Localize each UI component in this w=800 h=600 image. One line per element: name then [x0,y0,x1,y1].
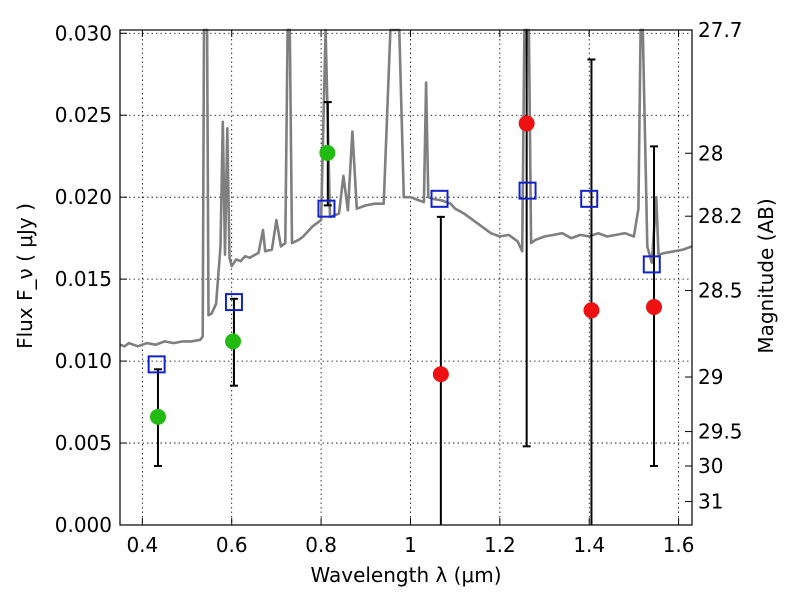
data-point-circle [646,299,663,316]
magnitude-tick-label: 27.7 [698,18,743,42]
model-spectrum-line [119,28,693,348]
model-spectrum-layer [119,28,693,348]
x-axis-ticks: 0.4 0.6 0.8 1 1.2 1.4 1.6 [126,30,695,557]
y-tick-label: 0.000 [55,513,112,537]
data-point-square [430,189,449,208]
magnitude-tick-label: 28 [698,141,723,165]
y-axis-title: Flux F_ν ( μJy ) [13,203,37,349]
grid [120,30,692,526]
data-point-square [224,293,243,312]
data-point-circle [583,302,600,319]
data-point-circle [319,144,336,161]
magnitude-tick-label: 29.5 [698,420,743,444]
data-point-square [580,189,599,208]
magnitude-tick-label: 28.2 [698,204,743,228]
data-point-circle [518,115,535,132]
x-tick-label: 0.6 [216,533,248,557]
data-point-circle [225,333,242,350]
x-tick-label: 1.2 [484,533,516,557]
magnitude-tick-label: 30 [698,454,723,478]
x-axis-title: Wavelength λ (μm) [310,563,501,587]
y-tick-label: 0.020 [55,185,112,209]
data-points-layer [147,115,663,425]
y-tick-label: 0.030 [55,21,112,45]
x-tick-label: 0.8 [305,533,337,557]
error-bar-layer [153,30,659,525]
y-tick-label: 0.010 [55,349,112,373]
data-point-square [642,255,661,274]
plot-frame [119,29,693,526]
data-point-square [518,181,537,200]
magnitude-axis-title: Magnitude (AB) [754,198,778,353]
data-point-square [317,199,336,218]
x-tick-label: 1.6 [663,533,695,557]
x-tick-label: 0.4 [126,533,158,557]
data-point-square [147,355,166,374]
magnitude-tick-label: 29 [698,365,723,389]
x-tick-label: 1.4 [573,533,605,557]
data-point-circle [432,366,449,383]
data-point-circle [149,408,166,425]
magnitude-tick-label: 28.5 [698,278,743,302]
magnitude-tick-label: 31 [698,490,723,514]
y-tick-label: 0.005 [55,431,112,455]
y-axis-ticks: 0.000 0.005 0.010 0.015 0.020 0.025 0.030 [55,21,127,537]
y-tick-label: 0.015 [55,267,112,291]
y-tick-label: 0.025 [55,103,112,127]
x-tick-label: 1 [404,533,417,557]
magnitude-axis-ticks: 27.7 28 28.2 28.5 29 29.5 30 31 [685,18,743,514]
